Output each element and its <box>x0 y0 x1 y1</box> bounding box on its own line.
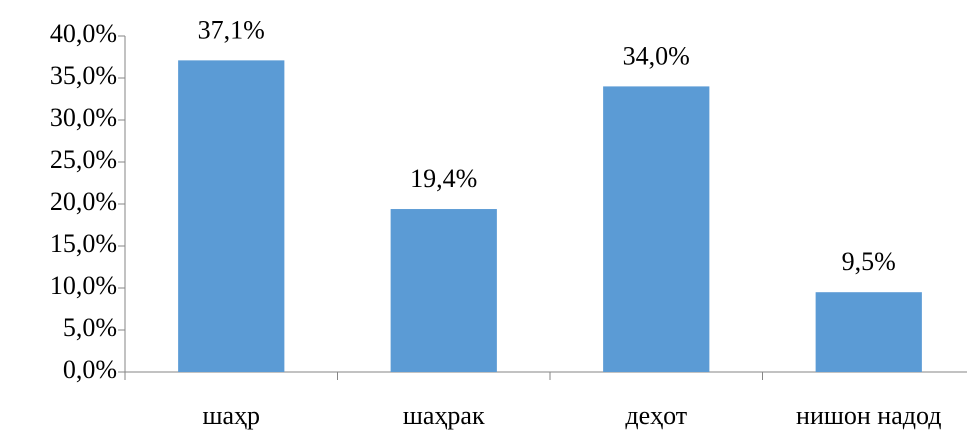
data-label: 34,0% <box>623 41 690 70</box>
y-tick-label: 30,0% <box>50 103 117 132</box>
x-tick-label: шаҳр <box>202 401 260 430</box>
y-tick-label: 0,0% <box>63 355 117 384</box>
bar <box>603 86 710 373</box>
data-label: 19,4% <box>410 164 477 193</box>
y-tick-label: 15,0% <box>50 229 117 258</box>
y-tick-label: 20,0% <box>50 187 117 216</box>
y-tick-label: 10,0% <box>50 271 117 300</box>
y-tick-label: 25,0% <box>50 145 117 174</box>
y-tick-label: 5,0% <box>63 313 117 342</box>
bar <box>390 209 497 372</box>
data-label: 37,1% <box>198 15 265 44</box>
data-label: 9,5% <box>842 247 896 276</box>
x-tick-label: шаҳрак <box>403 401 485 430</box>
y-tick-label: 40,0% <box>50 19 117 48</box>
x-tick-label: нишон надод <box>796 401 941 430</box>
y-tick-label: 35,0% <box>50 61 117 90</box>
bar <box>815 292 922 372</box>
x-tick-label: деҳот <box>625 401 687 430</box>
bar <box>178 60 285 373</box>
